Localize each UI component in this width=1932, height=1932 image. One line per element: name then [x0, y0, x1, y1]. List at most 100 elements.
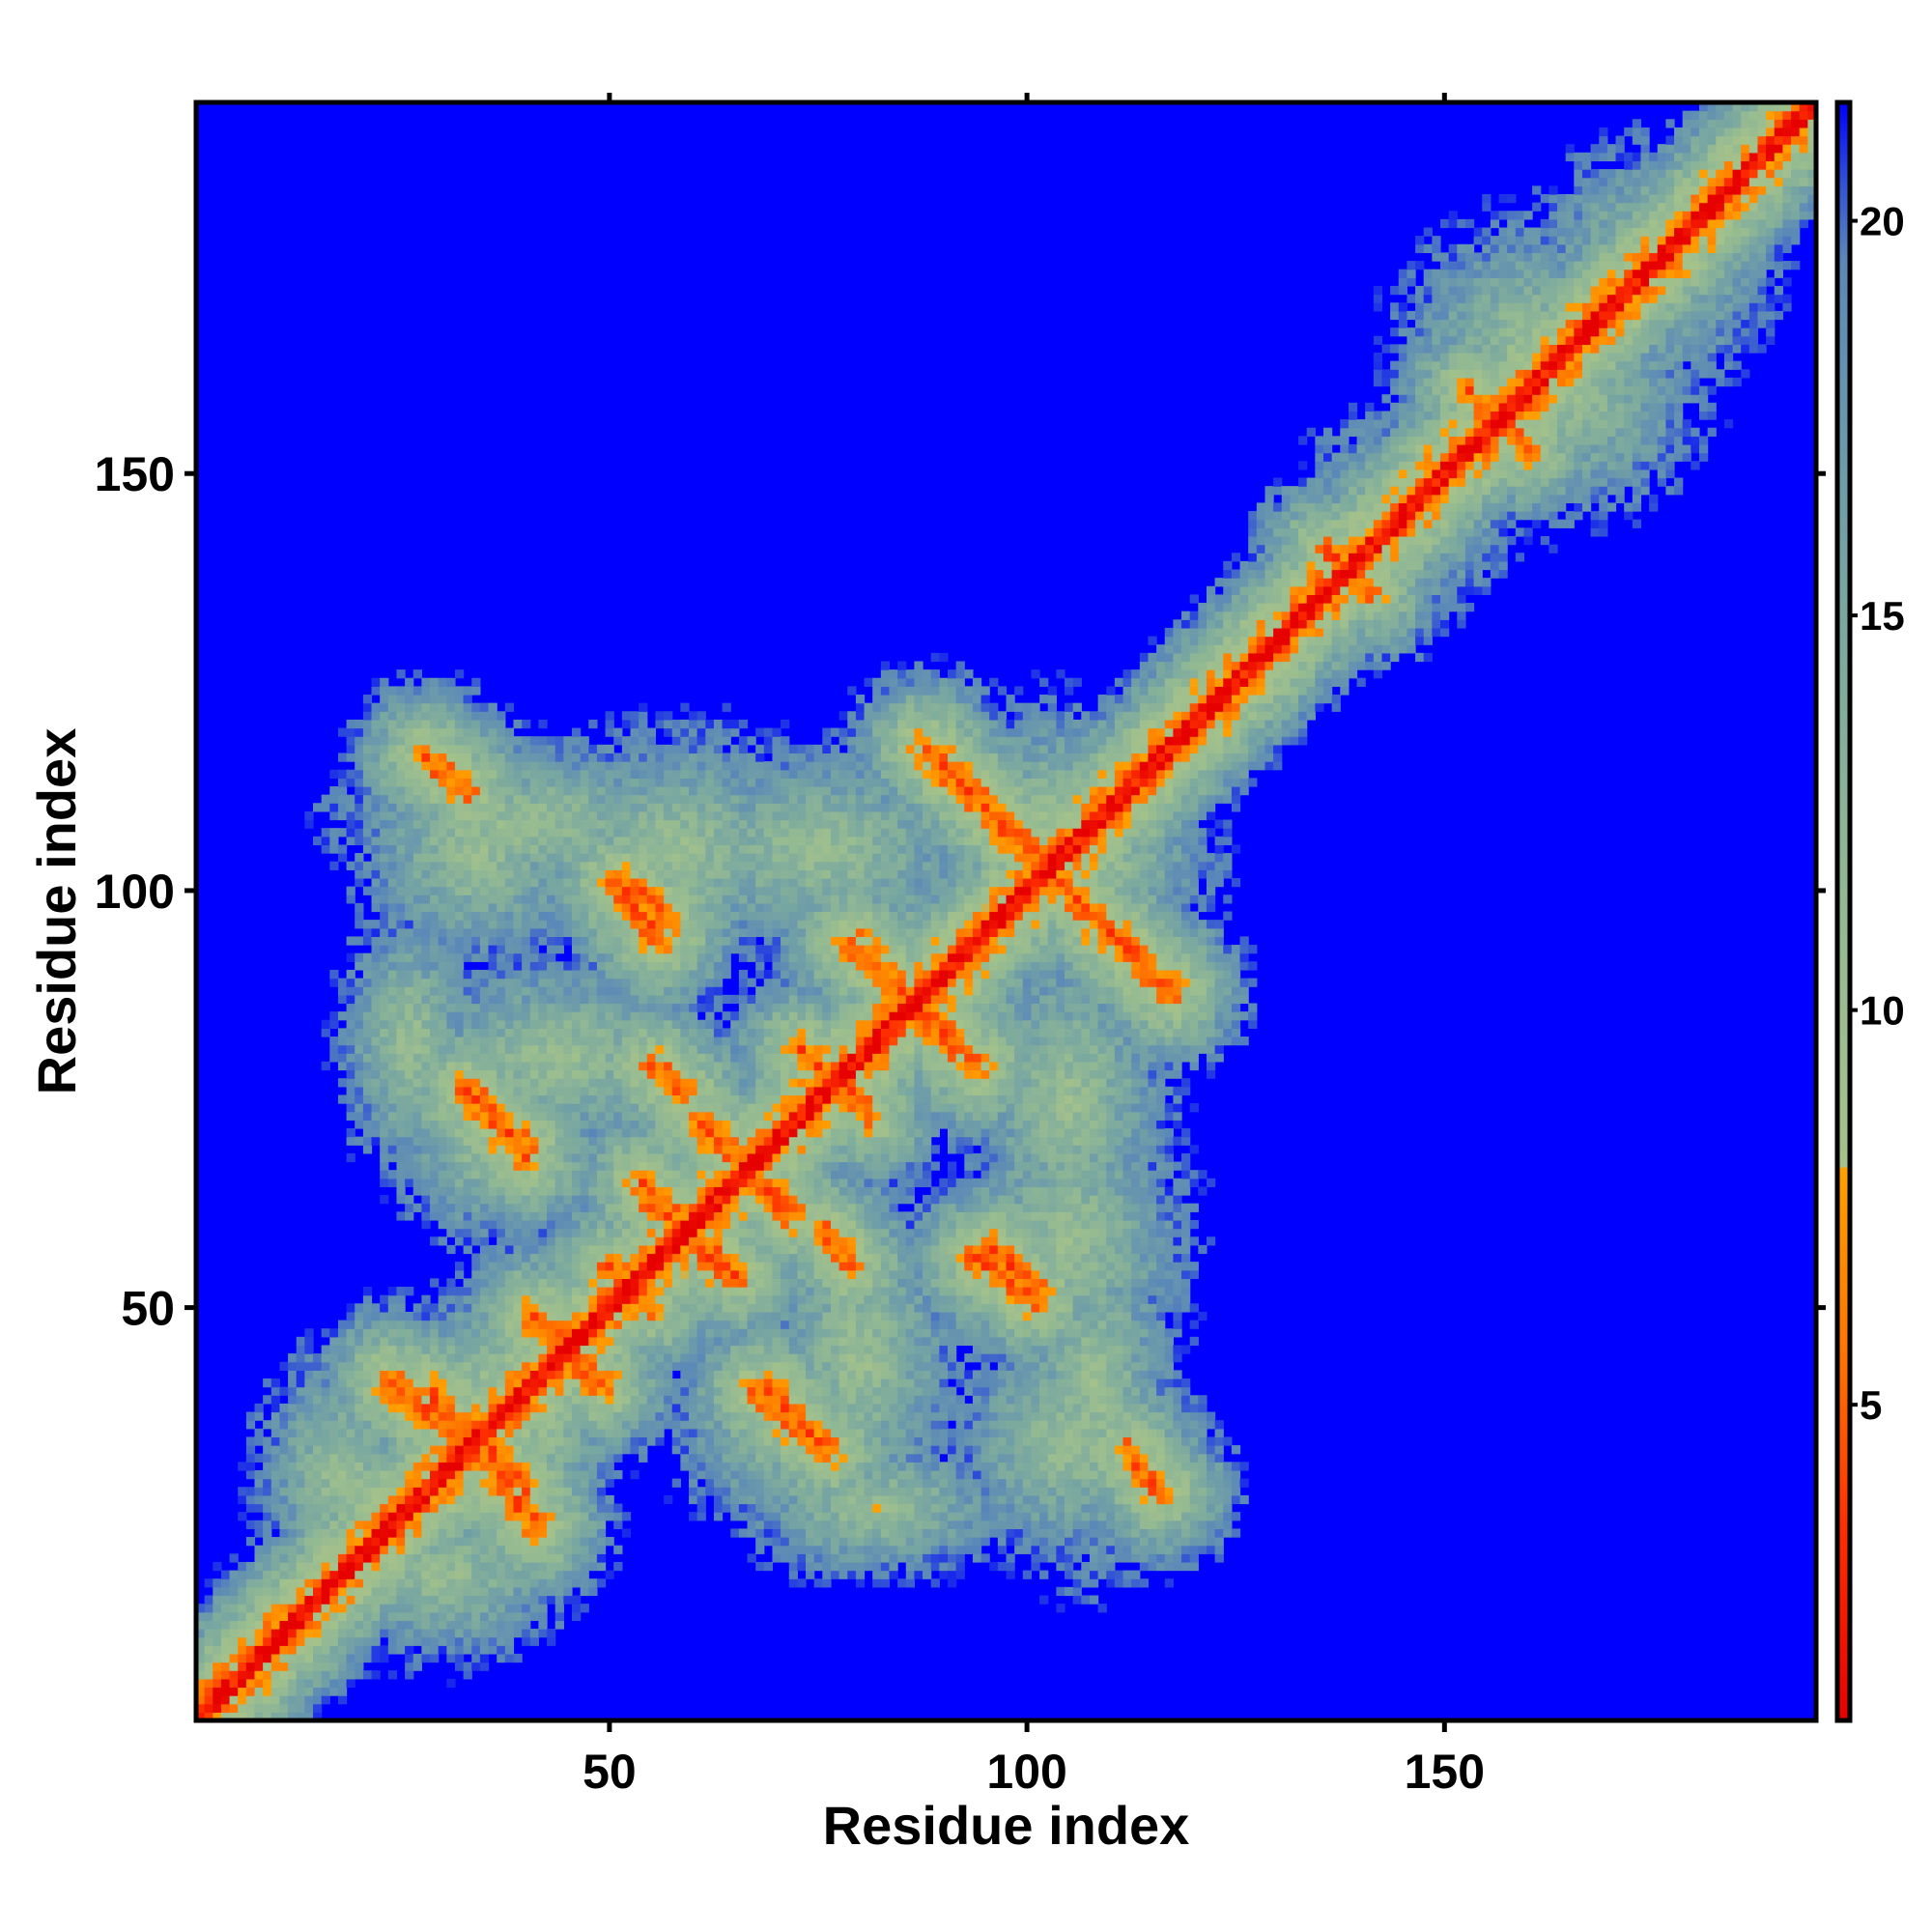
- heatmap-cell: [639, 810, 648, 821]
- heatmap-cell: [430, 978, 440, 987]
- heatmap-cell: [438, 1019, 447, 1029]
- heatmap-cell: [538, 769, 548, 779]
- heatmap-cell: [621, 1411, 632, 1421]
- heatmap-cell: [380, 828, 389, 838]
- heatmap-cell: [513, 1420, 523, 1430]
- heatmap-cell: [630, 1178, 639, 1188]
- heatmap-cell: [405, 1103, 414, 1113]
- heatmap-cell: [563, 819, 573, 829]
- heatmap-cell: [380, 1586, 389, 1597]
- heatmap-cell: [204, 1695, 213, 1705]
- heatmap-cell: [504, 794, 515, 804]
- heatmap-cell: [304, 1445, 314, 1455]
- heatmap-cell: [387, 927, 398, 937]
- heatmap-cell: [430, 853, 440, 863]
- heatmap-cell: [655, 1053, 665, 1063]
- heatmap-cell: [571, 785, 582, 796]
- heatmap-cell: [522, 803, 531, 812]
- heatmap-cell: [346, 1069, 355, 1079]
- heatmap-cell: [671, 785, 681, 796]
- heatmap-cell: [396, 1494, 406, 1505]
- heatmap-cell: [405, 978, 414, 987]
- heatmap-cell: [270, 1420, 281, 1430]
- heatmap-cell: [412, 778, 422, 787]
- heatmap-cell: [547, 736, 556, 746]
- heatmap-cell: [554, 1303, 564, 1313]
- heatmap-cell: [655, 1294, 665, 1304]
- heatmap-cell: [655, 1078, 665, 1088]
- heatmap-cell: [463, 1019, 472, 1029]
- heatmap-cell: [504, 1478, 515, 1488]
- heatmap-cell: [655, 869, 665, 879]
- heatmap-cell: [547, 1136, 556, 1146]
- heatmap-cell: [279, 1520, 289, 1530]
- heatmap-cell: [547, 1253, 556, 1263]
- heatmap-cell: [346, 778, 355, 787]
- heatmap-cell: [571, 794, 582, 804]
- heatmap-cell: [329, 785, 339, 796]
- heatmap-cell: [421, 1629, 431, 1638]
- heatmap-cell: [554, 803, 564, 812]
- heatmap-cell: [421, 803, 431, 812]
- heatmap-cell: [671, 736, 681, 746]
- heatmap-cell: [229, 1604, 239, 1613]
- heatmap-cell: [263, 1712, 272, 1720]
- heatmap-cell: [547, 1278, 556, 1288]
- heatmap-cell: [463, 861, 472, 870]
- heatmap-cell: [355, 1111, 364, 1121]
- heatmap-cell: [463, 1186, 472, 1196]
- heatmap-cell: [538, 836, 548, 846]
- heatmap-cell: [554, 1469, 564, 1480]
- heatmap-cell: [613, 920, 623, 929]
- heatmap-cell: [362, 1127, 373, 1138]
- heatmap-cell: [405, 920, 414, 929]
- heatmap-cell: [513, 1570, 523, 1579]
- heatmap-cell: [639, 1403, 648, 1413]
- heatmap-cell: [213, 1636, 222, 1646]
- heatmap-cell: [405, 711, 414, 721]
- heatmap-cell: [238, 1712, 247, 1720]
- heatmap-cell: [605, 969, 614, 980]
- heatmap-cell: [497, 1244, 506, 1255]
- heatmap-cell: [630, 1311, 639, 1321]
- heatmap-cell: [571, 1003, 582, 1012]
- heatmap-cell: [213, 1653, 222, 1663]
- heatmap-cell: [664, 886, 673, 895]
- heatmap-cell: [229, 1645, 239, 1655]
- heatmap-cell: [405, 1145, 414, 1154]
- heatmap-cell: [362, 1103, 373, 1113]
- heatmap-cell: [605, 1120, 614, 1129]
- heatmap-cell: [479, 1287, 490, 1296]
- heatmap-cell: [488, 1378, 497, 1388]
- heatmap-cell: [313, 1586, 323, 1597]
- heatmap-cell: [380, 1370, 389, 1379]
- heatmap-cell: [588, 1152, 598, 1163]
- heatmap-cell: [438, 1086, 447, 1096]
- heatmap-cell: [438, 1487, 447, 1496]
- heatmap-cell: [639, 1287, 648, 1296]
- heatmap-cell: [321, 1653, 330, 1663]
- heatmap-cell: [355, 1411, 364, 1421]
- heatmap-cell: [279, 1586, 289, 1597]
- heatmap-cell: [554, 1586, 564, 1597]
- heatmap-cell: [412, 1061, 422, 1071]
- heatmap-cell: [529, 1411, 540, 1421]
- heatmap-cell: [362, 744, 373, 754]
- heatmap-cell: [639, 1370, 648, 1379]
- heatmap-cell: [605, 920, 614, 929]
- heatmap-cell: [538, 1078, 548, 1088]
- heatmap-cell: [571, 920, 582, 929]
- heatmap-cell: [279, 1662, 289, 1671]
- heatmap-cell: [504, 1537, 515, 1547]
- heatmap-cell: [263, 1503, 272, 1513]
- heatmap-cell: [605, 1003, 614, 1012]
- heatmap-cell: [254, 1553, 264, 1563]
- heatmap-cell: [396, 1053, 406, 1063]
- heatmap-cell: [438, 1494, 447, 1505]
- heatmap-cell: [488, 1244, 497, 1255]
- heatmap-cell: [405, 861, 414, 870]
- heatmap-cell: [513, 1578, 523, 1588]
- heatmap-cell: [263, 1462, 272, 1471]
- heatmap-cell: [613, 1378, 623, 1388]
- heatmap-cell: [346, 1078, 355, 1088]
